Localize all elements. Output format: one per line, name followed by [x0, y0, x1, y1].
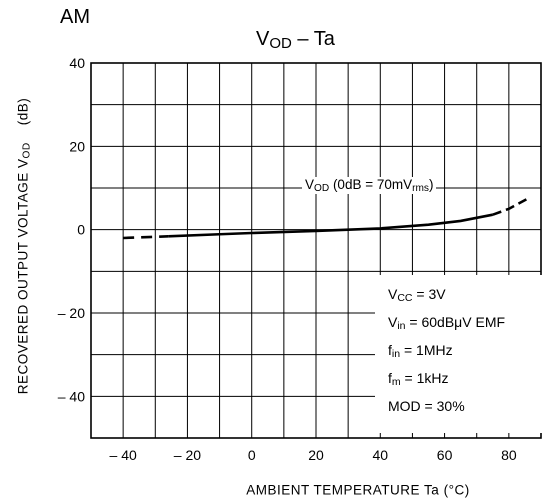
x-tick-label: – 40: [110, 447, 137, 463]
tick-labels: 40 20 0 – 20 – 40 – 40 – 20 0 20 40 60 80: [58, 55, 517, 463]
y-axis-label: RECOVERED OUTPUT VOLTAGE VOD (dB): [15, 97, 33, 395]
series-line-dashed-high: [492, 197, 529, 216]
condition-mod: MOD = 30%: [388, 398, 465, 414]
chart-title: VOD – Ta: [256, 28, 335, 52]
axes: [90, 62, 542, 439]
condition-vcc: VCC = 3V: [388, 286, 446, 305]
x-axis-label: AMBIENT TEMPERATURE Ta (°C): [246, 482, 470, 498]
y-tick-label: – 40: [58, 388, 85, 404]
series-line-solid: [168, 213, 494, 238]
y-tick-label: 20: [69, 138, 85, 154]
panel-label: AM: [60, 6, 90, 28]
plot-frame: [90, 62, 542, 439]
x-tick-label: 60: [437, 447, 453, 463]
conditions-box: [375, 275, 543, 433]
x-tick-label: 0: [248, 447, 256, 463]
x-tick-label: 40: [372, 447, 388, 463]
y-tick-label: – 20: [58, 305, 85, 321]
y-tick-label: 40: [69, 55, 85, 71]
series-line-dashed-low: [123, 235, 169, 240]
condition-fm: fm = 1kHz: [388, 370, 449, 389]
x-tick-label: 80: [501, 447, 517, 463]
series-marks: [123, 197, 529, 240]
condition-fin: fin = 1MHz: [388, 342, 453, 361]
condition-vin: Vin = 60dBμV EMF: [388, 314, 506, 333]
y-tick-label: 0: [77, 222, 85, 238]
x-tick-label: – 20: [174, 447, 201, 463]
x-tick-label: 20: [308, 447, 324, 463]
series-annotation: VOD (0dB = 70mVrms): [302, 177, 437, 195]
